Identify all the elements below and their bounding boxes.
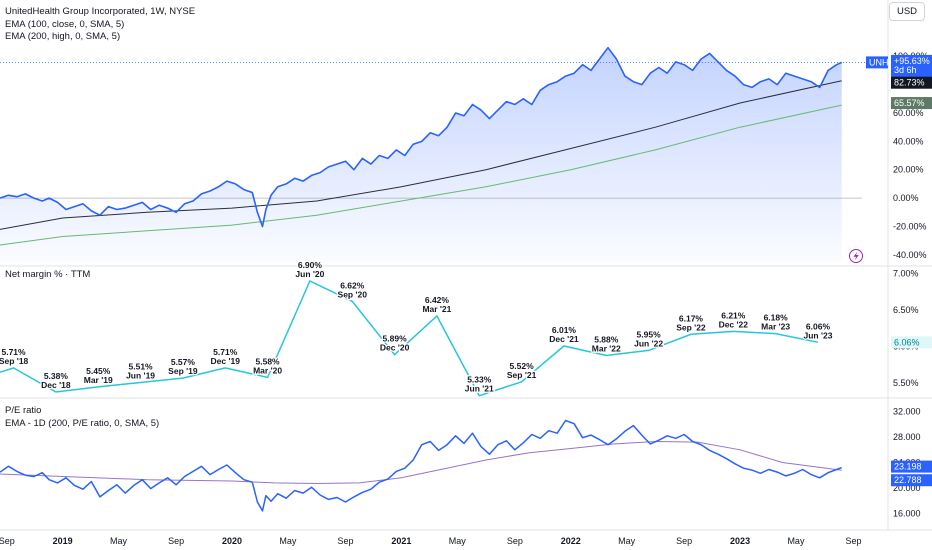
svg-text:+95.63%: +95.63% [894, 56, 930, 66]
data-label: Jun '20 [295, 269, 324, 279]
lightning-icon [849, 249, 863, 263]
x-tick-label: Sep [0, 536, 15, 546]
x-tick-label: May [279, 536, 297, 546]
data-label: Mar '23 [761, 322, 790, 332]
svg-text:23.198: 23.198 [894, 462, 922, 472]
data-label: 6.21% [721, 310, 746, 320]
pe-line [0, 419, 842, 512]
x-tick-label: May [449, 536, 467, 546]
pe-ema-line [0, 440, 842, 485]
data-label: 6.18% [764, 313, 789, 323]
ema200-line [0, 104, 842, 246]
data-label: Dec '19 [211, 356, 241, 366]
net-margin-line [0, 279, 819, 397]
y-tick-label: 20.000 [893, 483, 921, 493]
data-label: 6.42% [425, 295, 450, 305]
y-tick-label: 20.00% [893, 165, 924, 175]
data-label: Sep '18 [0, 356, 29, 366]
legend-ema100[interactable]: EMA (100, close, 0, SMA, 5) [5, 18, 125, 30]
data-label: 5.38% [44, 371, 69, 381]
data-label: 5.71% [1, 347, 26, 357]
data-label: 5.58% [256, 356, 281, 366]
x-tick-label: Sep [507, 536, 523, 546]
svg-text:82.73%: 82.73% [894, 78, 925, 88]
data-label: 5.52% [510, 361, 535, 371]
price-area-fill [0, 47, 842, 263]
data-label: Sep '19 [168, 366, 198, 376]
y-tick-label: -20.00% [893, 222, 927, 232]
net-margin-title: Net margin % · TTM [5, 269, 91, 280]
data-label: 5.51% [129, 362, 154, 372]
pe-ema-tag: 22.788 [891, 474, 932, 487]
data-label: Sep '21 [507, 370, 537, 380]
x-tick-label: Sep [168, 536, 184, 546]
svg-text:6.06%: 6.06% [894, 337, 920, 347]
data-label: Dec '18 [41, 380, 71, 390]
data-label: Jun '21 [465, 384, 494, 394]
data-label: 6.01% [552, 325, 577, 335]
x-tick-label: 2019 [53, 536, 73, 546]
data-label: 5.95% [637, 329, 662, 339]
data-label: Dec '22 [719, 319, 749, 329]
x-tick-label: Sep [337, 536, 353, 546]
pe-ema-legend[interactable]: EMA - 1D (200, P/E ratio, 0, SMA, 5) [5, 417, 160, 429]
svg-text:UNH: UNH [869, 57, 889, 67]
data-label: Sep '20 [338, 289, 368, 299]
pe-title: P/E ratio [5, 405, 42, 416]
data-label: Mar '20 [253, 365, 282, 375]
data-label: 5.89% [383, 334, 408, 344]
x-tick-label: Sep [846, 536, 862, 546]
y-tick-label: 16.000 [893, 508, 921, 518]
x-tick-label: 2020 [222, 536, 242, 546]
data-label: 6.17% [679, 313, 704, 323]
symbol-tag: UNH [866, 56, 889, 69]
y-tick-label: 6.50% [893, 305, 919, 315]
data-label: 5.57% [171, 357, 196, 367]
y-tick-label: 7.00% [893, 269, 919, 279]
data-label: 5.88% [594, 334, 619, 344]
ema200-tag: 65.57% [891, 97, 932, 110]
y-tick-label: 28.000 [893, 432, 921, 442]
pe-value-tag: 23.198 [891, 460, 932, 473]
net-margin-tag: 6.06% [891, 336, 932, 349]
x-tick-label: May [618, 536, 636, 546]
y-tick-label: 0.00% [893, 193, 919, 203]
y-tick-label: 60.00% [893, 108, 924, 118]
x-tick-label: May [787, 536, 805, 546]
data-label: 6.90% [298, 260, 323, 270]
x-tick-label: 2021 [391, 536, 411, 546]
x-tick-label: Sep [676, 536, 692, 546]
data-label: 5.71% [213, 347, 238, 357]
data-label: Mar '19 [84, 375, 113, 385]
x-tick-label: 2023 [730, 536, 750, 546]
data-label: Jun '22 [634, 338, 663, 348]
data-label: 6.06% [806, 321, 831, 331]
data-label: 5.33% [467, 375, 492, 385]
y-tick-label: 32.000 [893, 407, 921, 417]
data-label: Jun '19 [126, 371, 155, 381]
data-label: 5.45% [86, 366, 111, 376]
x-tick-label: May [110, 536, 128, 546]
svg-text:65.57%: 65.57% [894, 98, 925, 108]
y-tick-label: 5.50% [893, 378, 919, 388]
ema100-line [0, 80, 842, 230]
legend-ema200[interactable]: EMA (200, high, 0, SMA, 5) [5, 31, 121, 42]
data-label: Sep '22 [676, 322, 706, 332]
data-label: 6.62% [340, 280, 365, 290]
x-tick-label: 2022 [561, 536, 581, 546]
y-tick-label: 40.00% [893, 136, 924, 146]
data-label: Dec '20 [380, 343, 410, 353]
ema100-tag: 82.73% [891, 76, 932, 89]
svg-text:22.788: 22.788 [894, 475, 922, 485]
price-line [0, 46, 843, 228]
chart-title: UnitedHealth Group Incorporated, 1W, NYS… [5, 6, 196, 17]
data-label: Jun '23 [803, 330, 832, 340]
svg-text:3d 6h: 3d 6h [894, 65, 917, 75]
currency-button[interactable]: USD [889, 2, 925, 21]
data-label: Dec '21 [549, 334, 579, 344]
y-tick-label: -40.00% [893, 250, 927, 260]
data-label: Mar '22 [592, 343, 621, 353]
data-label: Mar '21 [422, 304, 451, 314]
